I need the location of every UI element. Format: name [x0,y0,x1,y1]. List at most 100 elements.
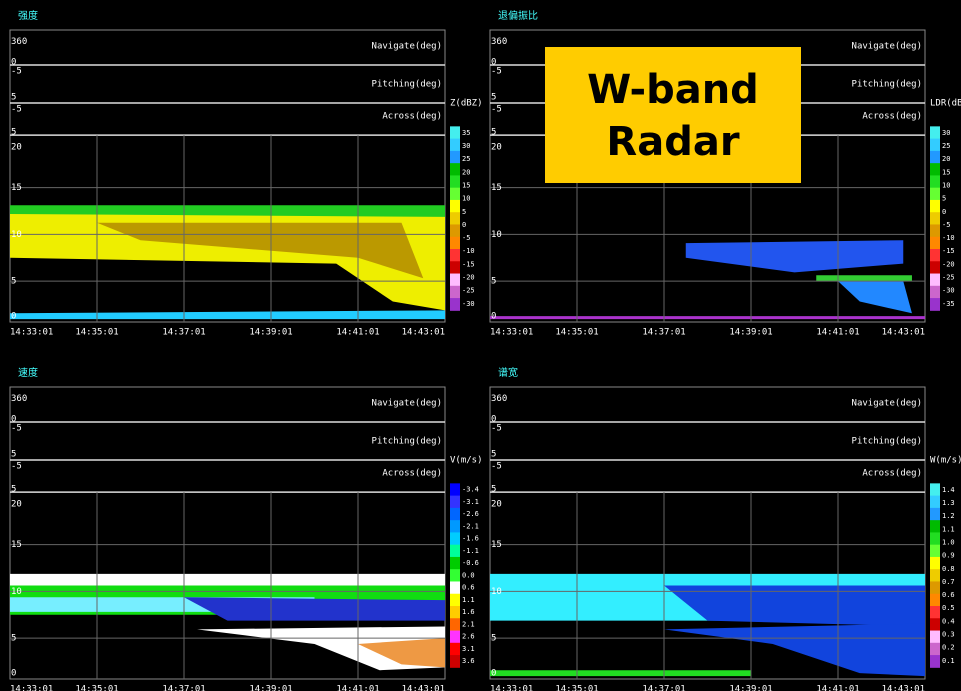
y-label: 0 [11,669,16,679]
colorbar-swatch [930,126,940,140]
y-label: 20 [11,142,22,152]
y-label: 5 [491,485,496,495]
track-label: Pitching(deg) [372,80,442,90]
track-label: Across(deg) [862,469,922,479]
colorbar-swatch [450,261,460,275]
overlay-label: W-band [587,67,759,113]
colorbar-swatch [930,187,940,201]
colorbar-label: 0.9 [942,552,955,560]
colorbar-label: -35 [942,300,955,308]
colorbar-label: 3.1 [462,645,475,653]
colorbar-label: -2.6 [462,510,479,518]
track-label: Navigate(deg) [372,399,442,409]
colorbar-swatch [930,593,940,607]
colorbar-label: 10 [942,181,950,189]
colorbar-swatch [930,520,940,533]
y-label: 10 [11,587,22,597]
colorbar-swatch [930,285,940,299]
colorbar-label: -0.6 [462,559,479,567]
echo-region [664,623,925,677]
colorbar-label: 0.4 [942,617,955,625]
colorbar-swatch [930,150,940,164]
colorbar-label: 1.1 [462,596,475,604]
colorbar-swatch [450,236,460,250]
panel-title: 速度 [18,366,38,379]
colorbar-swatch [930,507,940,521]
y-label: 5 [11,485,16,495]
echo-region [838,281,912,314]
track-label: Pitching(deg) [372,437,442,447]
track-label: Navigate(deg) [852,399,922,409]
x-tick-label: 14:43:01 [402,328,445,338]
echo-region [10,310,445,320]
colorbar-label: -5 [462,234,470,242]
y-label: 20 [11,499,22,509]
colorbar-swatch [450,520,460,533]
x-tick-label: 14:39:01 [249,685,292,691]
radar-panel: 速度 Navigate(deg) Pitching(deg) Across(deg) 3… [9,366,483,691]
colorbar-label: 0.7 [942,578,955,586]
colorbar-swatch [930,544,940,558]
colorbar-label: 2.6 [462,633,475,641]
colorbar-swatch [450,630,460,644]
colorbar-swatch [450,655,460,668]
colorbar-swatch [930,618,940,632]
y-label: 5 [491,128,496,138]
colorbar-label: 5 [942,195,946,203]
colorbar-label: -3.4 [462,485,479,493]
x-tick-label: 14:35:01 [555,328,598,338]
colorbar-swatch [450,273,460,287]
y-label: -5 [11,104,22,114]
colorbar-swatch [930,483,940,497]
x-tick-label: 14:41:01 [336,685,379,691]
y-label: 10 [11,230,22,240]
x-tick-label: 14:37:01 [162,685,205,691]
y-label: -5 [11,461,22,471]
x-tick-label: 14:43:01 [882,328,925,338]
colorbar-label: -10 [942,234,955,242]
colorbar-swatch [450,593,460,607]
y-label: 5 [11,128,16,138]
colorbar-label: 2.1 [462,620,475,628]
y-label: 5 [11,277,16,287]
colorbar-label: 15 [462,181,470,189]
colorbar-label: 3.6 [462,657,475,665]
colorbar-swatch [930,556,940,570]
colorbar-swatch [930,224,940,238]
colorbar-swatch [450,150,460,164]
colorbar-label: -15 [942,247,955,255]
colorbar-swatch [450,606,460,619]
colorbar-unit: LDR(dB) [930,99,961,109]
colorbar-swatch [930,630,940,644]
colorbar-swatch [930,298,940,311]
colorbar-swatch [450,581,460,595]
colorbar-swatch [930,532,940,546]
colorbar-label: -25 [462,287,475,295]
track-label: Navigate(deg) [372,42,442,52]
colorbar-swatch [450,175,460,189]
colorbar-swatch [930,163,940,176]
x-tick-label: 14:39:01 [729,685,772,691]
x-tick-label: 14:37:01 [642,328,685,338]
y-label: -5 [491,104,502,114]
track-label: Across(deg) [382,469,442,479]
colorbar-label: 0.6 [462,584,475,592]
colorbar-label: 35 [462,129,470,137]
colorbar-swatch [450,224,460,238]
y-label: 15 [491,540,502,550]
colorbar-label: 0.8 [942,565,955,573]
colorbar-swatch [450,298,460,311]
panel-title: 退偏振比 [498,9,538,22]
colorbar-unit: V(m/s) [450,456,483,466]
colorbar-swatch [450,249,460,262]
y-label: 5 [491,450,496,460]
y-label: 5 [491,634,496,644]
colorbar-swatch [450,212,460,225]
colorbar-label: -15 [462,260,475,268]
colorbar-swatch [450,495,460,509]
colorbar-label: -25 [942,273,955,281]
y-label: 0 [491,58,496,68]
echo-region [10,573,445,586]
colorbar-swatch [450,507,460,521]
